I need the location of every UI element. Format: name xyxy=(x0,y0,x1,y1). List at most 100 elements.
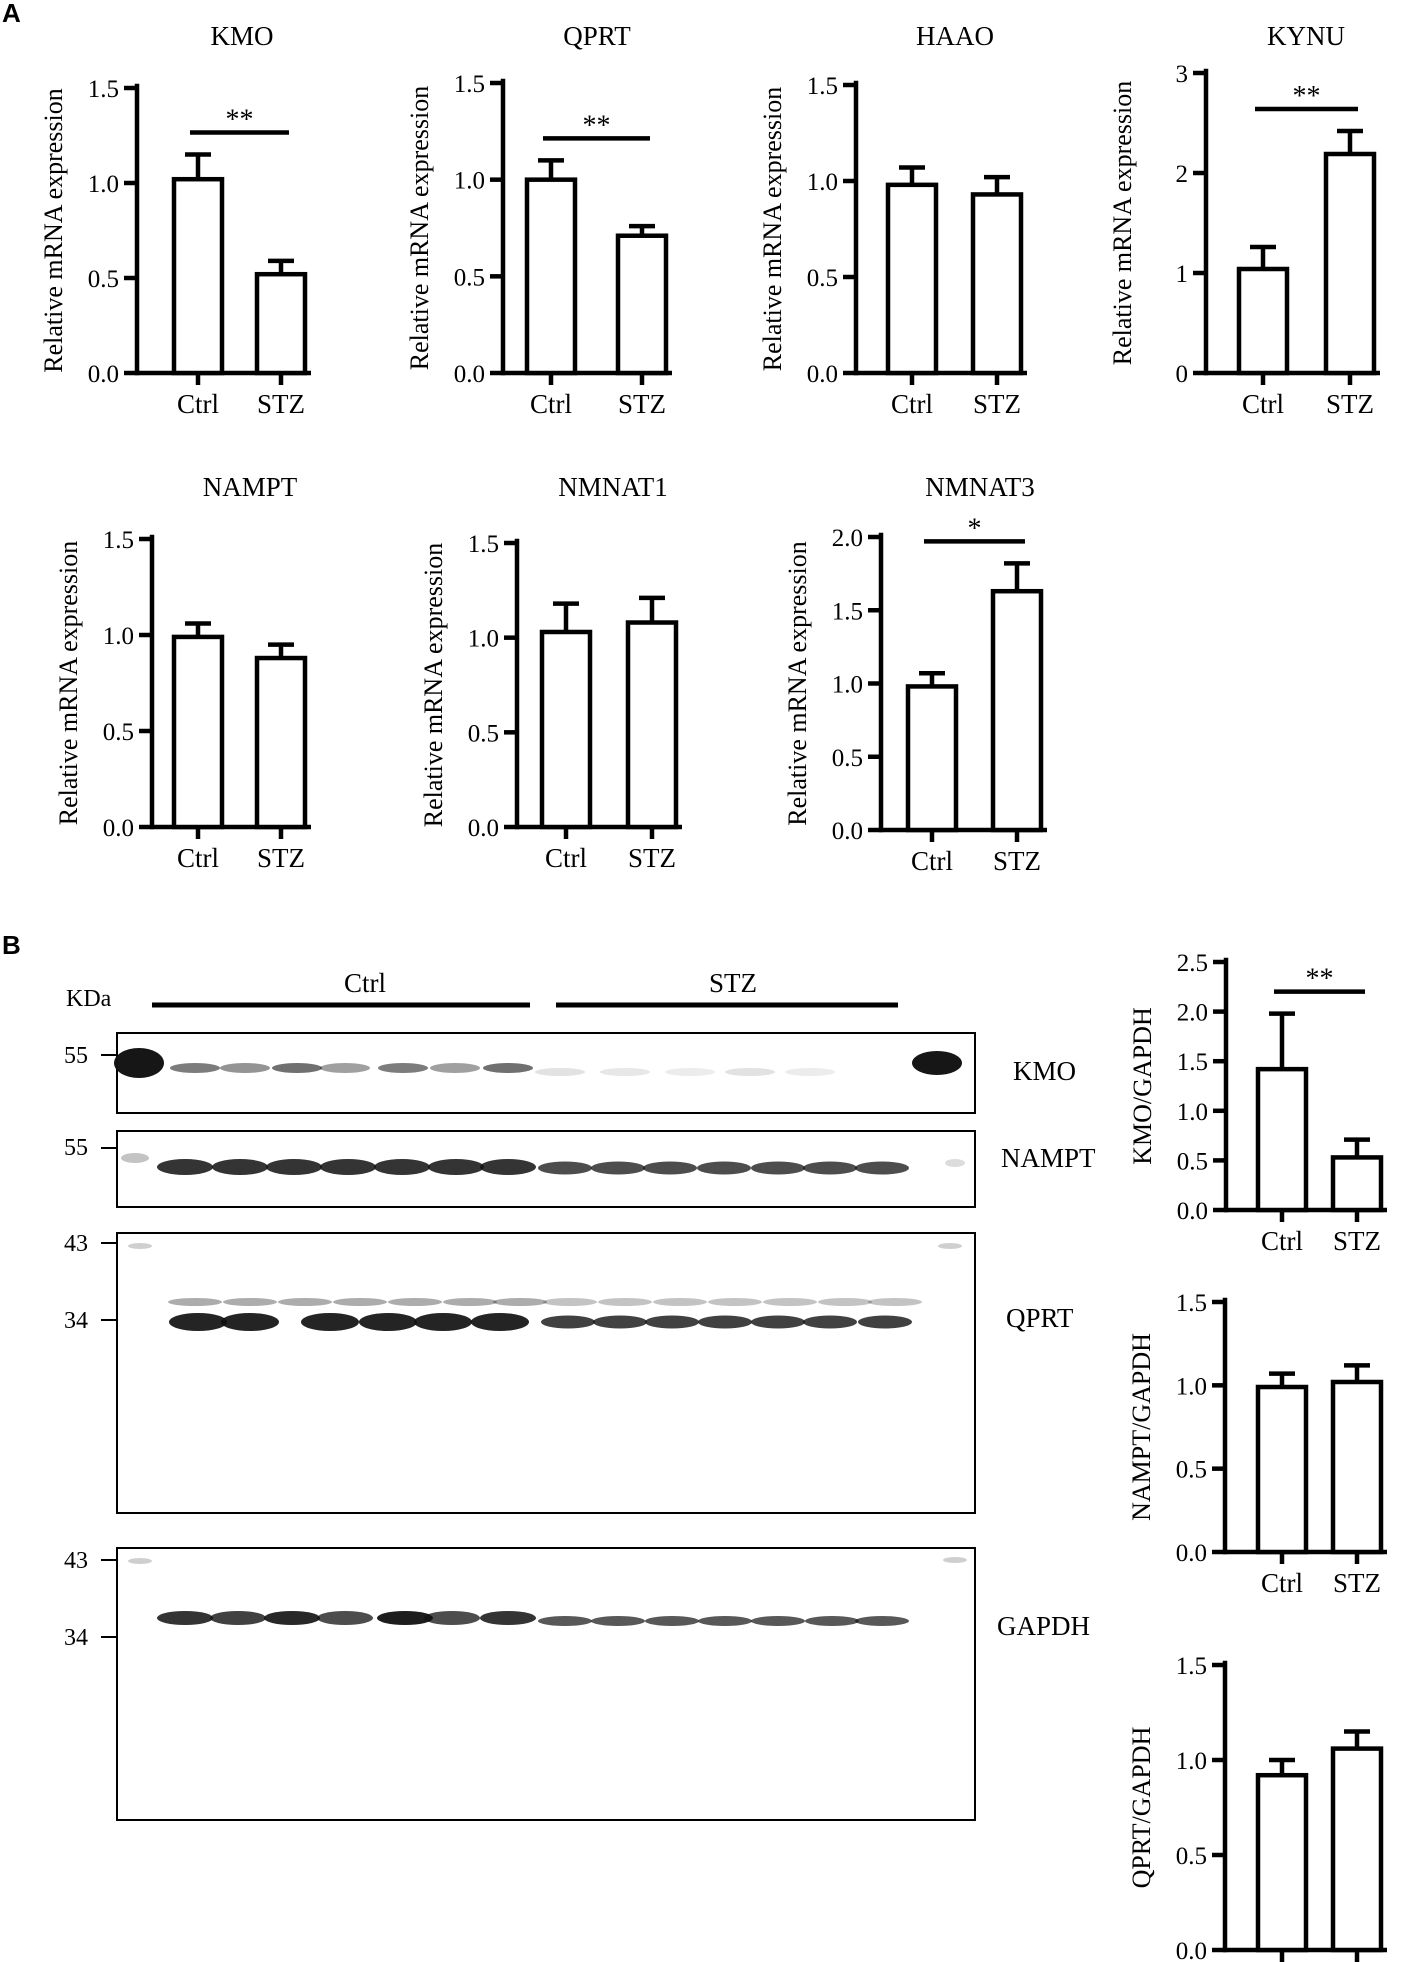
chart-title: KYNU xyxy=(1267,21,1345,51)
category-label: Ctrl xyxy=(545,843,587,873)
y-tick-label: 0.0 xyxy=(807,361,838,388)
bands-kmo xyxy=(114,1048,962,1078)
bar xyxy=(1323,151,1377,376)
y-tick-label: 1.5 xyxy=(454,71,485,98)
chart-title: KMO xyxy=(210,21,273,51)
qprt-upper-band xyxy=(168,1298,222,1306)
y-tick-label: 0.5 xyxy=(1176,1457,1207,1484)
y-tick-label: 1.0 xyxy=(1176,1748,1207,1775)
bar xyxy=(254,271,308,376)
qprt-upper-band xyxy=(598,1298,652,1306)
qprt-band xyxy=(698,1315,752,1329)
y-tick-label: 0.5 xyxy=(1176,1843,1207,1870)
y-tick-label: 0.5 xyxy=(807,265,838,292)
nampt-band xyxy=(591,1161,645,1175)
chart-title: NMNAT3 xyxy=(925,472,1035,502)
y-tick-label: 1.0 xyxy=(832,672,863,699)
category-label: Ctrl xyxy=(177,843,219,873)
blot-frame-qprt xyxy=(116,1232,976,1514)
qprt-band xyxy=(803,1315,857,1329)
marker-qprt-43: 43 xyxy=(64,1231,88,1257)
gapdh-band xyxy=(591,1616,645,1626)
gapdh-band xyxy=(855,1616,909,1626)
bar-chart: HAAO 0.0 0.5 1.0 1.5 Relative mRNA expression… xyxy=(758,21,1027,419)
y-tick-label: 2.0 xyxy=(1177,1000,1208,1027)
y-tick-label: 1.5 xyxy=(832,598,863,625)
bar-chart: NAMPT 0.0 0.5 1.0 1.5 Relative mRNA expressio… xyxy=(54,472,311,873)
nampt-band xyxy=(320,1159,376,1175)
kmo-band xyxy=(378,1063,428,1073)
blot-nampt: 55 NAMPT xyxy=(64,1130,1096,1208)
blot-label-qprt: QPRT xyxy=(1006,1303,1074,1333)
bar xyxy=(1255,1772,1309,1953)
blot-gapdh: 43 34 GAPDH xyxy=(64,1547,1090,1821)
nampt-band xyxy=(751,1161,805,1175)
gapdh-band xyxy=(377,1611,433,1625)
gapdh-band xyxy=(210,1611,266,1625)
nampt-band xyxy=(266,1159,322,1175)
category-label: STZ xyxy=(618,389,666,419)
qprt-band xyxy=(359,1313,417,1331)
category-label: Ctrl xyxy=(530,389,572,419)
category-label: STZ xyxy=(628,843,676,873)
bar-chart: NMNAT1 0.0 0.5 1.0 1.5 Relative mRNA expressi… xyxy=(419,472,682,873)
qprt-upper-band xyxy=(868,1298,922,1306)
nampt-band xyxy=(697,1161,751,1175)
y-tick-label: 2.5 xyxy=(1177,950,1208,977)
bar-charts: KMO 0.0 0.5 1.0 1.5 Relative mRNA expression C… xyxy=(39,21,1387,1962)
qprt-upper-band xyxy=(223,1298,277,1306)
y-tick-label: 0.0 xyxy=(1176,1540,1207,1567)
bar xyxy=(1330,1155,1384,1213)
qprt-upper-band xyxy=(333,1298,387,1306)
y-tick-label: 0.0 xyxy=(88,361,119,388)
category-label: Ctrl xyxy=(891,389,933,419)
kmo-band xyxy=(665,1068,715,1076)
significance-marker: ** xyxy=(583,110,611,141)
y-tick-label: 0.5 xyxy=(103,719,134,746)
blot-kmo: 55 KMO xyxy=(64,1032,1076,1114)
y-tick-label: 0.5 xyxy=(468,720,499,747)
qprt-upper-band xyxy=(493,1298,547,1306)
category-label: Ctrl xyxy=(911,846,953,876)
kmo-band xyxy=(170,1063,220,1073)
y-tick-label: 0.5 xyxy=(454,264,485,291)
y-tick-label: 0.5 xyxy=(832,745,863,772)
qprt-upper-band xyxy=(388,1298,442,1306)
bands-gapdh xyxy=(128,1557,967,1626)
blot-label-kmo: KMO xyxy=(1013,1056,1076,1086)
y-tick-label: 1.0 xyxy=(807,169,838,196)
nampt-band xyxy=(157,1159,213,1175)
kmo-band xyxy=(483,1063,533,1073)
qprt-upper-band xyxy=(818,1298,872,1306)
bar xyxy=(905,684,959,833)
qprt-band xyxy=(541,1315,595,1329)
y-axis-label: Relative mRNA expression xyxy=(1108,81,1137,366)
y-tick-label: 1.0 xyxy=(88,171,119,198)
panel-a-label: A xyxy=(2,0,21,28)
category-label: STZ xyxy=(973,389,1021,419)
category-label: STZ xyxy=(1326,389,1374,419)
qprt-band xyxy=(751,1315,805,1329)
bar xyxy=(615,233,669,376)
marker-kmo-55: 55 xyxy=(64,1043,88,1069)
western-blot-panel: KDa Ctrl STZ 55 KMO 55 NAMPT 43 34 xyxy=(64,968,1096,1821)
qprt-band xyxy=(301,1313,359,1331)
gapdh-band xyxy=(645,1616,699,1626)
bar-chart: QPRT 0.0 0.5 1.0 1.5 Relative mRNA expression… xyxy=(405,21,672,419)
bar-chart: KYNU 0 1 2 3 Relative mRNA expression Ctrl STZ *… xyxy=(1108,21,1380,419)
bar xyxy=(1330,1379,1384,1555)
qprt-band xyxy=(169,1313,227,1331)
gapdh-band xyxy=(264,1611,320,1625)
qprt-upper-band xyxy=(763,1298,817,1306)
y-tick-label: 0.5 xyxy=(88,266,119,293)
y-tick-label: 2 xyxy=(1176,161,1189,188)
ladder-band xyxy=(912,1051,962,1075)
bands-nampt xyxy=(121,1153,965,1175)
blot-label-gapdh: GAPDH xyxy=(997,1611,1090,1641)
y-tick-label: 1.0 xyxy=(103,623,134,650)
y-tick-label: 1.5 xyxy=(468,531,499,558)
qprt-band xyxy=(221,1313,279,1331)
qprt-upper-band xyxy=(543,1298,597,1306)
panel-b-label: B xyxy=(2,930,21,960)
